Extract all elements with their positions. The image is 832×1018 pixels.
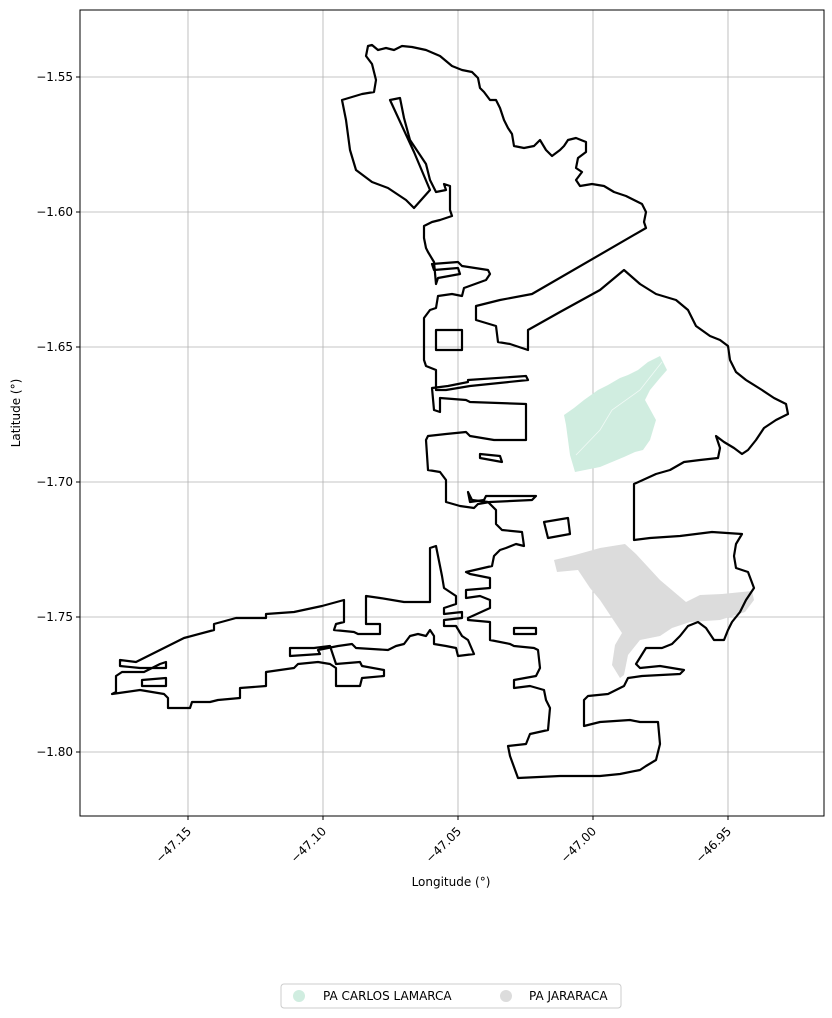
x-tick-label: −47.10 [288,824,329,865]
y-tick-label: −1.80 [36,745,73,759]
x-tick-label: −46.95 [693,824,734,865]
y-tick-label: −1.55 [36,70,73,84]
boundary-islet-5 [140,676,168,688]
x-axis: −47.15 −47.10 −47.05 −47.00 −46.95 [153,816,734,866]
boundary-islet-3 [542,516,572,540]
x-tick-label: −47.05 [423,824,464,865]
legend-marker-carlos-lamarca [293,990,305,1002]
boundary-islet-4 [512,626,538,636]
legend-marker-jararaca [500,990,512,1002]
y-tick-label: −1.65 [36,340,73,354]
legend: PA CARLOS LAMARCA PA JARARACA [280,983,622,1009]
boundary-outlines [110,43,790,780]
settlement-areas [554,356,754,678]
legend-label-jararaca: PA JARARACA [529,989,608,1003]
boundary-islet-1 [434,328,464,352]
area-pa-jararaca [554,544,754,678]
plot-frame [79,9,825,817]
y-tick-label: −1.60 [36,205,73,219]
legend-box [280,983,622,1009]
area-pa-carlos-lamarca [564,356,667,472]
y-axis: −1.55 −1.60 −1.65 −1.70 −1.75 −1.80 [36,70,80,759]
y-tick-label: −1.70 [36,475,73,489]
boundary-west [110,544,476,710]
y-tick-label: −1.75 [36,610,73,624]
legend-label-carlos-lamarca: PA CARLOS LAMARCA [323,989,452,1003]
y-axis-title: Latitude (°) [9,379,23,448]
x-tick-label: −47.00 [558,824,599,865]
x-tick-label: −47.15 [153,824,194,865]
area-pa-carlos-lamarca-line [575,361,663,456]
boundary-islet-2 [478,452,504,464]
x-axis-title: Longitude (°) [412,875,491,889]
plot-area [80,10,824,816]
boundary-main [340,43,790,780]
